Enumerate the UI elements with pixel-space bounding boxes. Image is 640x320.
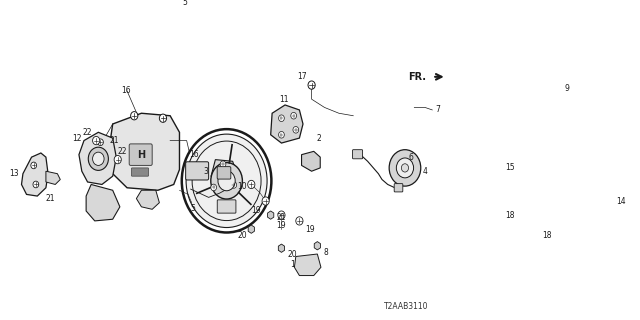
Circle shape — [114, 156, 122, 164]
Text: 9: 9 — [565, 84, 570, 93]
Polygon shape — [271, 105, 303, 143]
Polygon shape — [46, 171, 60, 184]
Circle shape — [278, 132, 284, 138]
Circle shape — [552, 143, 557, 149]
Polygon shape — [301, 151, 320, 171]
Text: 8: 8 — [324, 248, 328, 257]
Ellipse shape — [536, 107, 556, 136]
Polygon shape — [525, 85, 563, 157]
Circle shape — [211, 163, 243, 199]
Text: 2: 2 — [316, 133, 321, 143]
FancyBboxPatch shape — [129, 144, 152, 165]
Polygon shape — [528, 153, 548, 171]
Circle shape — [389, 150, 420, 186]
Text: 14: 14 — [616, 196, 626, 205]
Text: 19: 19 — [252, 206, 261, 215]
Polygon shape — [595, 195, 618, 221]
Circle shape — [131, 112, 138, 120]
Text: 6: 6 — [408, 153, 413, 162]
Text: H: H — [136, 150, 145, 160]
Text: 7: 7 — [436, 105, 440, 114]
Text: 11: 11 — [279, 95, 289, 104]
Circle shape — [532, 92, 537, 98]
Text: 3: 3 — [204, 167, 209, 176]
Circle shape — [33, 181, 39, 188]
Polygon shape — [211, 160, 237, 184]
Text: 5: 5 — [190, 204, 195, 213]
Text: 20: 20 — [287, 250, 297, 259]
Text: 21: 21 — [109, 136, 119, 145]
Text: 18: 18 — [542, 231, 552, 240]
Text: 10: 10 — [237, 182, 247, 191]
Text: FR.: FR. — [408, 72, 426, 82]
Circle shape — [308, 81, 315, 89]
FancyBboxPatch shape — [394, 184, 403, 192]
Polygon shape — [513, 170, 538, 198]
Circle shape — [262, 197, 269, 205]
Circle shape — [31, 162, 36, 169]
Text: 1: 1 — [290, 260, 294, 269]
Text: 17: 17 — [297, 72, 307, 81]
Text: 5: 5 — [182, 0, 187, 7]
Polygon shape — [86, 184, 120, 221]
Text: 16: 16 — [189, 150, 198, 159]
Polygon shape — [79, 132, 116, 184]
Circle shape — [278, 211, 285, 219]
Circle shape — [396, 158, 413, 178]
Circle shape — [186, 134, 267, 228]
Circle shape — [401, 164, 408, 172]
FancyBboxPatch shape — [131, 168, 148, 176]
Circle shape — [93, 136, 100, 145]
Circle shape — [291, 112, 296, 119]
Circle shape — [529, 184, 534, 191]
Circle shape — [534, 146, 539, 152]
FancyBboxPatch shape — [186, 162, 209, 180]
Circle shape — [550, 92, 556, 98]
Text: 13: 13 — [10, 169, 19, 178]
Text: 21: 21 — [45, 194, 55, 203]
Text: 12: 12 — [72, 133, 81, 143]
Text: 21: 21 — [276, 213, 286, 222]
Polygon shape — [109, 113, 179, 190]
Text: 4: 4 — [422, 167, 428, 176]
Circle shape — [88, 147, 108, 170]
Text: 16: 16 — [122, 86, 131, 95]
Text: 19: 19 — [305, 225, 315, 234]
Text: 20: 20 — [237, 231, 247, 240]
FancyBboxPatch shape — [353, 150, 363, 159]
Circle shape — [93, 152, 104, 165]
Polygon shape — [22, 153, 48, 196]
Text: 19: 19 — [276, 221, 286, 230]
Circle shape — [535, 228, 542, 236]
Circle shape — [220, 161, 226, 168]
Polygon shape — [268, 211, 274, 219]
Text: 22: 22 — [83, 128, 92, 137]
FancyBboxPatch shape — [217, 167, 231, 179]
FancyBboxPatch shape — [217, 200, 236, 213]
Polygon shape — [278, 244, 285, 252]
Text: T2AAB3110: T2AAB3110 — [383, 302, 428, 311]
Text: 15: 15 — [505, 164, 515, 172]
Circle shape — [248, 180, 255, 188]
Circle shape — [231, 182, 237, 188]
Text: 18: 18 — [505, 211, 515, 220]
Circle shape — [278, 115, 284, 122]
Circle shape — [98, 139, 103, 146]
Circle shape — [522, 179, 527, 185]
Circle shape — [159, 114, 166, 122]
Text: 22: 22 — [117, 147, 127, 156]
Polygon shape — [294, 254, 321, 276]
Polygon shape — [248, 225, 254, 233]
Circle shape — [296, 217, 303, 225]
Circle shape — [218, 171, 236, 191]
Circle shape — [293, 126, 299, 133]
Circle shape — [515, 205, 522, 213]
Circle shape — [556, 110, 561, 116]
Polygon shape — [314, 242, 321, 250]
Polygon shape — [136, 190, 159, 209]
Circle shape — [211, 184, 216, 191]
